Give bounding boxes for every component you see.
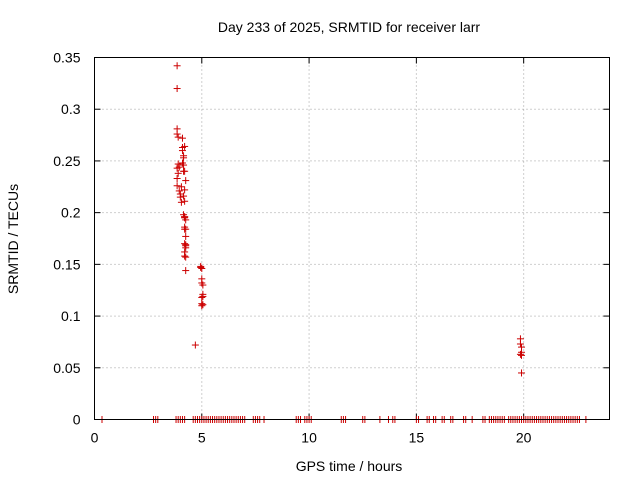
- data-point: [178, 147, 186, 155]
- y-axis-label: SRMTID / TECUs: [5, 184, 21, 294]
- chart-title: Day 233 of 2025, SRMTID for receiver lar…: [218, 19, 481, 35]
- data-point: [181, 252, 189, 260]
- data-point: [173, 62, 181, 70]
- x-axis-label: GPS time / hours: [296, 458, 403, 474]
- data-point: [181, 142, 189, 150]
- data-point: [518, 351, 526, 359]
- y-tick-label: 0.3: [61, 101, 81, 117]
- data-point: [182, 177, 190, 185]
- x-tick-label: 10: [301, 430, 317, 446]
- y-tick-label: 0: [73, 412, 81, 428]
- data-point: [178, 134, 186, 142]
- data-point: [181, 214, 189, 222]
- x-tick-label: 0: [91, 430, 99, 446]
- y-tick-label: 0.05: [53, 360, 80, 376]
- data-points: [98, 62, 590, 423]
- data-point: [173, 175, 181, 183]
- y-tick-label: 0.35: [53, 50, 80, 66]
- y-tick-label: 0.1: [61, 308, 81, 324]
- x-tick-label: 20: [516, 430, 532, 446]
- grid: [94, 57, 610, 420]
- data-point: [174, 160, 182, 168]
- data-point: [173, 85, 181, 93]
- data-point: [181, 197, 189, 205]
- y-tick-label: 0.25: [53, 153, 80, 169]
- data-point: [198, 302, 206, 310]
- data-point: [182, 242, 190, 250]
- y-tick-label: 0.15: [53, 256, 80, 272]
- data-point: [177, 198, 185, 206]
- data-point: [180, 192, 188, 200]
- data-point: [175, 187, 183, 195]
- data-point: [518, 369, 526, 377]
- data-point: [182, 267, 190, 275]
- data-point: [516, 340, 524, 348]
- data-point: [182, 225, 190, 233]
- data-point: [174, 169, 182, 177]
- data-point: [199, 301, 207, 309]
- data-point: [178, 159, 186, 167]
- data-point: [199, 281, 207, 289]
- data-point: [175, 163, 183, 171]
- data-point: [516, 350, 524, 358]
- data-point: [182, 253, 190, 261]
- data-point: [182, 232, 190, 240]
- y-tick-label: 0.2: [61, 205, 81, 221]
- data-point: [199, 292, 207, 300]
- axis-ticks: 0 5 10 15 20 0 0.05 0.1 0.15 0.2 0.25 0.3 0.35: [53, 50, 610, 446]
- plot-frame: [94, 57, 610, 420]
- data-point: [177, 183, 185, 191]
- data-point: [198, 293, 206, 301]
- data-point: [173, 130, 181, 138]
- data-point: [173, 182, 181, 190]
- x-tick-label: 15: [409, 430, 425, 446]
- data-point: [181, 186, 189, 194]
- x-tick-label: 5: [198, 430, 206, 446]
- data-point: [181, 167, 189, 175]
- data-point: [174, 133, 182, 141]
- data-point: [198, 264, 206, 272]
- data-point: [180, 154, 188, 162]
- data-point: [197, 263, 205, 271]
- data-point: [191, 341, 199, 349]
